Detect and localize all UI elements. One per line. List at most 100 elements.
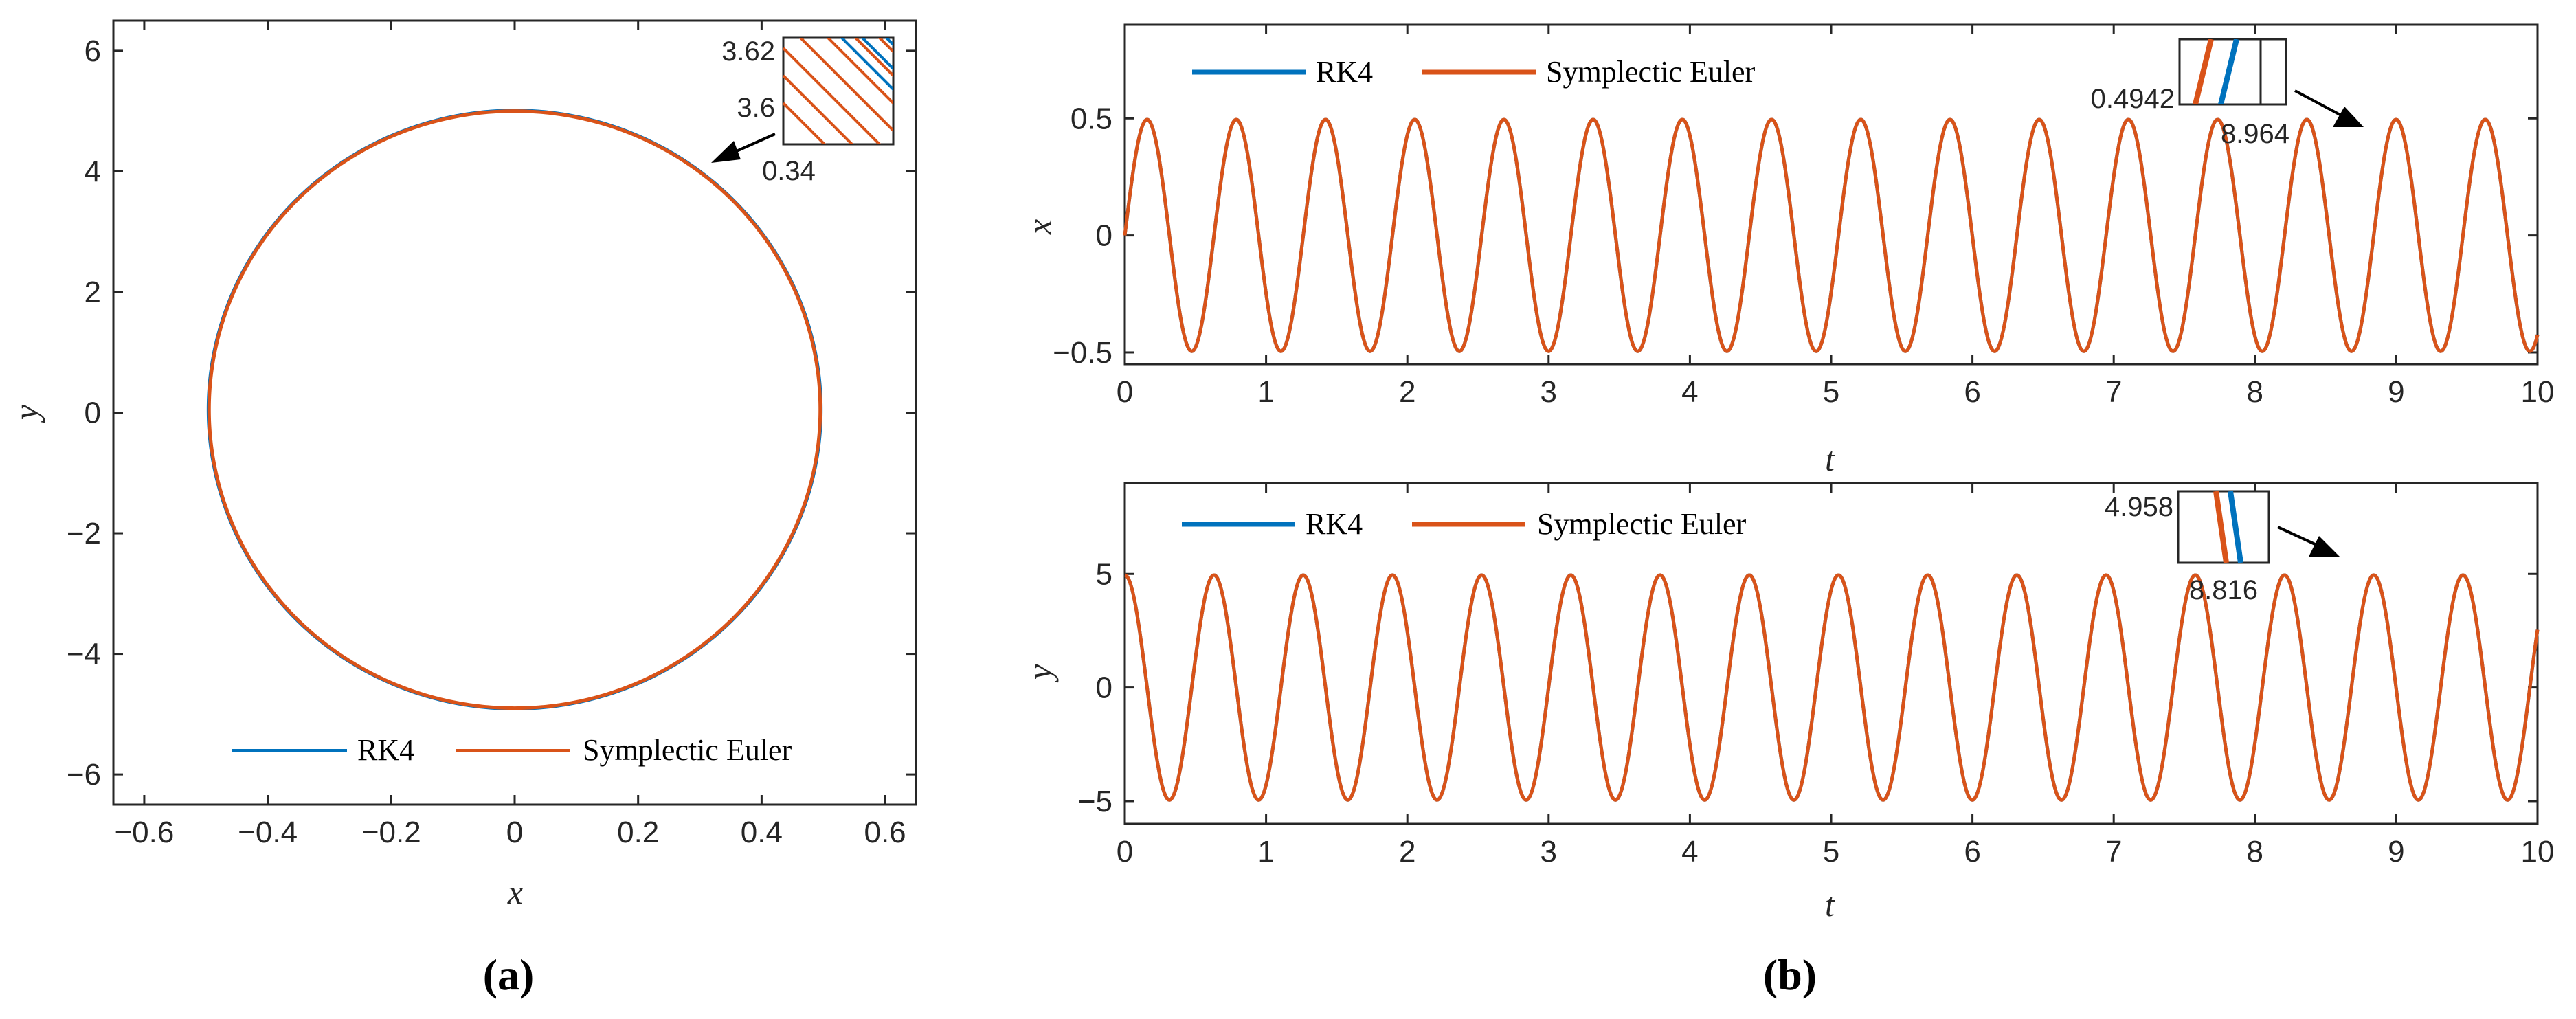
phase-inset-arrowhead [711,141,741,163]
yt-legend-rk4-label: RK4 [1306,507,1363,541]
phase-legend-rk4-label: RK4 [357,733,414,767]
yt-inset-rk4-line [2228,491,2243,563]
yt-ticks [1123,483,2539,824]
phase-inset-line [860,38,893,71]
y-tick-label: 2 [85,276,101,309]
y-tick-label: 0 [1096,671,1112,705]
phase-y-axis-label: y [7,404,45,423]
phase-inset-line [853,38,893,78]
phase-x-axis-label: x [507,873,523,911]
x-tick-label: 0 [506,816,523,849]
x-tick-label: 5 [1823,375,1839,409]
phase-ticks [113,21,916,805]
xt-inset-xlabel: 8.964 [2221,119,2289,149]
x-tick-label: −0.4 [238,816,298,849]
phase-inset-ytick-top: 3.62 [721,36,775,67]
xt-legend-euler-label: Symplectic Euler [1546,55,1756,89]
y-tick-label: −0.5 [1053,336,1112,370]
phase-inset-line [798,38,893,132]
xt-curves [1123,117,2540,353]
phase-legend-euler-label: Symplectic Euler [583,733,792,767]
phase-inset: 3.62 3.6 0.34 [711,36,895,186]
x-tick-label: 1 [1257,835,1274,869]
yt-legend-euler-label: Symplectic Euler [1537,507,1747,541]
phase-inset-xtick: 0.34 [762,156,816,186]
phase-inset-line [783,102,827,144]
x-tick-label: 5 [1823,835,1839,869]
phase-series-rk4 [206,109,823,710]
yt-curves [1123,573,2540,802]
x-tick-label: 10 [2521,375,2555,409]
yt-inset-ylabel: 4.958 [2105,492,2173,522]
xt-inset: 0.4942 8.964 [2091,38,2364,149]
xt-inset-arrow [2294,89,2347,120]
x-tick-label: 6 [1964,835,1980,869]
phase-x-tick-labels: −0.6 −0.4 −0.2 0 0.2 0.4 0.6 [114,816,906,849]
x-tick-label: 6 [1964,375,1980,409]
xt-legend-rk4-label: RK4 [1316,55,1373,89]
yt-inset-arrowhead [2309,536,2340,557]
yt-y-tick-labels: −5 0 5 [1078,557,1112,818]
y-tick-label: 6 [85,34,101,68]
x-vs-t-plot: 0 1 2 3 4 5 6 7 8 9 10 −0.500.5 t x RK4 Symplectic… [1020,23,2555,478]
xt-inset-ylabel: 0.4942 [2091,84,2175,114]
xt-legend: RK4 Symplectic Euler [1192,55,1756,89]
x-tick-label: 4 [1681,835,1698,869]
x-tick-label: 0.2 [617,816,659,849]
phase-y-tick-labels: −6 −4 −2 0 2 4 6 [67,34,101,792]
phase-series-euler [207,109,822,710]
y-tick-label: 4 [85,155,101,188]
yt-inset-xlabel: 8.816 [2189,575,2258,605]
xt-series-euler [1123,117,2540,353]
x-tick-label: 10 [2521,835,2555,869]
y-tick-label: −2 [67,517,101,550]
y-tick-label: −4 [67,638,101,671]
yt-x-tick-labels: 0 1 2 3 4 5 6 7 8 9 10 [1117,835,2555,869]
y-tick-label: 0 [1096,219,1112,253]
x-tick-label: 2 [1399,375,1415,409]
x-tick-label: 9 [2388,375,2404,409]
x-tick-label: 0 [1117,375,1133,409]
phase-curves [206,109,823,710]
panel-label-b: (b) [1763,950,1817,999]
y-tick-label: −6 [67,758,101,792]
phase-inset-line [783,74,854,144]
phase-inset-ytick-mid: 3.6 [737,93,775,123]
x-tick-label: −0.2 [361,816,421,849]
x-tick-label: 3 [1541,375,1557,409]
phase-inset-line [826,38,893,105]
x-tick-label: 0.6 [864,816,906,849]
y-tick-label: 0.5 [1071,102,1112,135]
xt-y-tick-labels: −0.5 0 0.5 [1053,102,1112,370]
y-tick-label: −5 [1078,785,1112,818]
x-tick-label: 9 [2388,835,2404,869]
x-tick-label: 2 [1399,835,1415,869]
x-tick-label: 7 [2105,835,2122,869]
xt-x-tick-labels: 0 1 2 3 4 5 6 7 8 9 10 [1117,375,2555,409]
phase-inset-lines [783,38,893,144]
yt-inset-euler-line [2213,491,2229,563]
xt-x-axis-label: t [1825,440,1835,478]
phase-plot: −0.6 −0.4 −0.2 0 0.2 0.4 0.6 −6 −4 −2 0 2 4 6 x y RK… [7,19,917,911]
yt-series-euler [1123,573,2540,802]
x-tick-label: 8 [2247,375,2263,409]
xt-ticks [1123,25,2539,364]
phase-legend: RK4 Symplectic Euler [232,733,792,767]
x-tick-label: 0.4 [741,816,783,849]
panel-label-a: (a) [483,950,535,999]
xt-inset-euler-line [2193,39,2214,104]
x-tick-label: 8 [2247,835,2263,869]
x-tick-label: 3 [1541,835,1557,869]
yt-inset: 4.958 8.816 [2105,490,2340,605]
y-vs-t-plot: 0 1 2 3 4 5 6 7 8 9 10 −505 t y RK4 Symplectic Eul… [1020,482,2555,923]
xt-inset-rk4-line [2218,39,2239,104]
y-tick-label: 0 [85,396,101,430]
yt-y-axis-label: y [1020,664,1059,683]
x-tick-label: 4 [1681,375,1698,409]
yt-x-axis-label: t [1825,885,1835,923]
x-tick-label: −0.6 [114,816,174,849]
x-tick-label: 1 [1257,375,1274,409]
xt-inset-arrowhead [2333,107,2364,127]
x-tick-label: 0 [1117,835,1133,869]
